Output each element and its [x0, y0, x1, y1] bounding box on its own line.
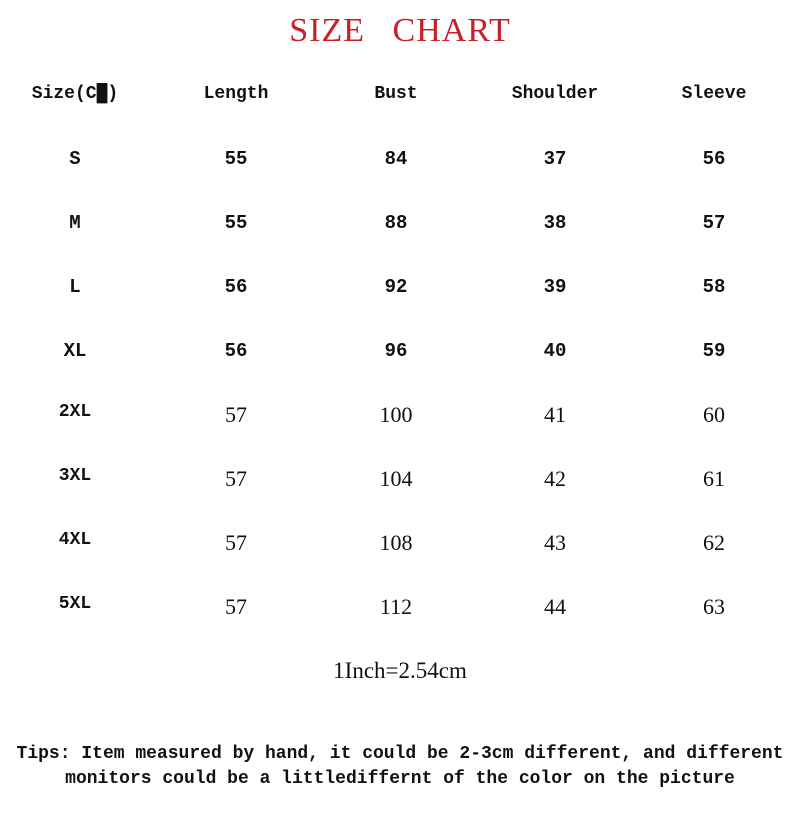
size-label: 4XL	[58, 530, 92, 550]
measurement-cell: 43	[544, 530, 566, 555]
size-label: L	[69, 276, 81, 298]
size-label: M	[69, 212, 81, 234]
measurement-cell: 100	[379, 402, 413, 427]
table-row: 5XL 57 112 44 63	[0, 594, 800, 624]
measurement-tips: Tips: Item measured by hand, it could be…	[16, 744, 784, 789]
measurement-cell: 56	[702, 148, 726, 170]
measurement-cell: 41	[544, 402, 566, 427]
measurement-cell: 96	[384, 340, 408, 362]
size-label: S	[69, 148, 81, 170]
measurement-cell: 57	[702, 212, 726, 234]
measurement-cell: 108	[379, 530, 413, 555]
measurement-cell: 58	[702, 276, 726, 298]
measurement-cell: 104	[379, 466, 413, 491]
measurement-cell: 57	[225, 594, 247, 619]
column-header: Length	[203, 84, 269, 104]
column-header: Size(C█)	[31, 84, 119, 104]
table-row: 3XL 57 104 42 61	[0, 466, 800, 496]
measurement-cell: 59	[702, 340, 726, 362]
size-label: 2XL	[58, 402, 92, 422]
size-chart-title: SIZE CHART	[289, 12, 511, 49]
column-header: Shoulder	[511, 84, 599, 104]
table-row: S 55 84 37 56	[0, 148, 800, 178]
table-row: XL 56 96 40 59	[0, 340, 800, 370]
measurement-cell: 42	[544, 466, 566, 491]
measurement-cell: 84	[384, 148, 408, 170]
measurement-cell: 112	[379, 594, 413, 619]
measurement-cell: 63	[703, 594, 725, 619]
measurement-cell: 56	[224, 340, 248, 362]
table-header: Size(C█) Length Bust Shoulder Sleeve	[0, 84, 800, 114]
measurement-cell: 57	[225, 530, 247, 555]
measurement-cell: 39	[543, 276, 567, 298]
measurement-cell: 37	[543, 148, 567, 170]
column-header: Sleeve	[681, 84, 747, 104]
size-label: 5XL	[58, 594, 92, 614]
measurement-cell: 57	[225, 402, 247, 427]
inch-conversion-note: 1Inch=2.54cm	[333, 658, 467, 683]
measurement-cell: 55	[224, 148, 248, 170]
measurement-cell: 40	[543, 340, 567, 362]
measurement-cell: 62	[703, 530, 725, 555]
size-label: XL	[63, 340, 87, 362]
measurement-cell: 57	[225, 466, 247, 491]
measurement-cell: 60	[703, 402, 725, 427]
measurement-cell: 44	[544, 594, 566, 619]
measurement-cell: 92	[384, 276, 408, 298]
measurement-cell: 61	[703, 466, 725, 491]
measurement-cell: 55	[224, 212, 248, 234]
table-row: 4XL 57 108 43 62	[0, 530, 800, 560]
table-row: L 56 92 39 58	[0, 276, 800, 306]
table-row: 2XL 57 100 41 60	[0, 402, 800, 432]
table-row: M 55 88 38 57	[0, 212, 800, 242]
column-header: Bust	[374, 84, 418, 104]
measurement-cell: 56	[224, 276, 248, 298]
size-label: 3XL	[58, 466, 92, 486]
measurement-cell: 88	[384, 212, 408, 234]
measurement-cell: 38	[543, 212, 567, 234]
